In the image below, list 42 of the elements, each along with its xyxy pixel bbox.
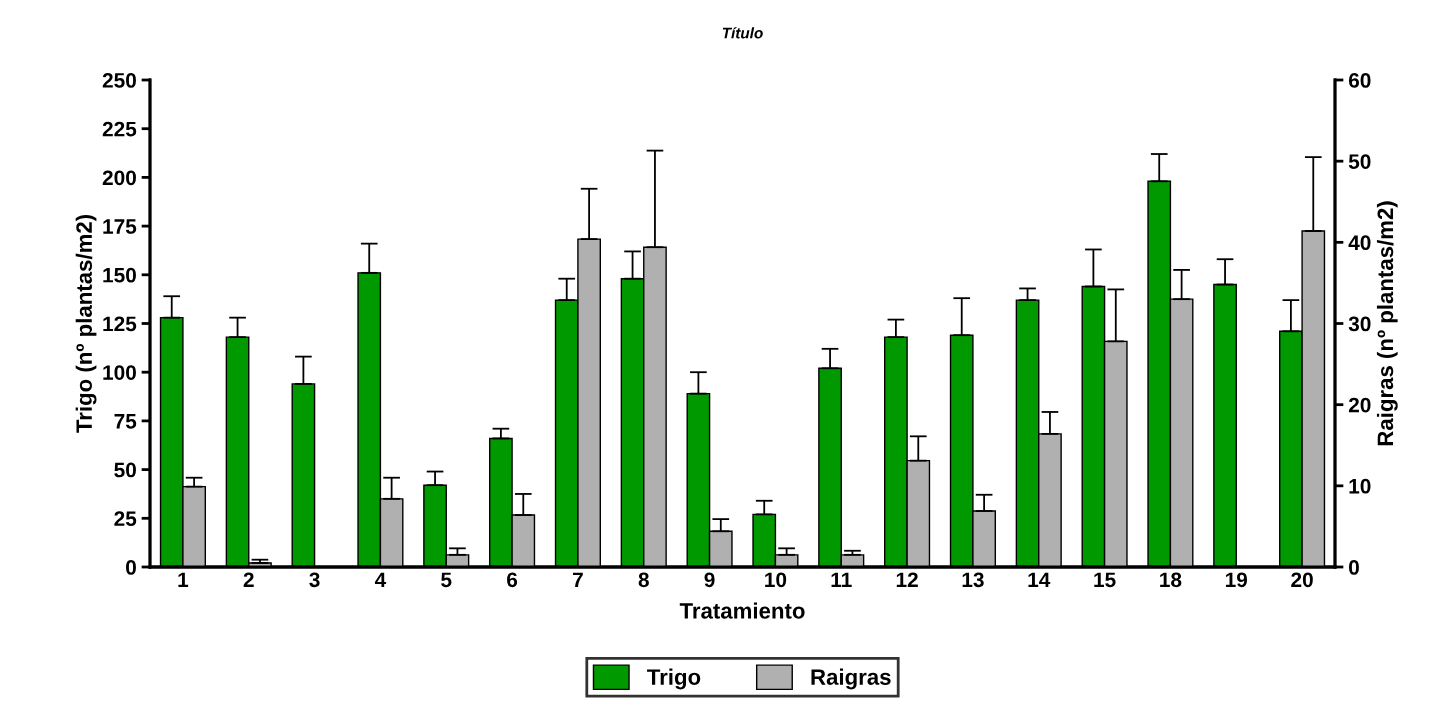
- y2-tick-label: 60: [1348, 73, 1371, 88]
- y2-tick-label: 40: [1348, 235, 1371, 251]
- x-tick-label: 10: [765, 572, 787, 588]
- x-tick-label: 3: [309, 572, 320, 588]
- legend-label: Trigo: [647, 668, 701, 690]
- x-tick-label: 5: [441, 572, 452, 588]
- y2-tick-label: 20: [1348, 397, 1371, 413]
- y-tick-label: 75: [114, 414, 137, 429]
- y-axis-title: Trigo (nº plantas/m2): [75, 214, 97, 433]
- y2-tick-label: 0: [1349, 560, 1359, 575]
- x-tick-label: 8: [638, 572, 649, 588]
- y-tick-label: 200: [102, 170, 136, 186]
- x-tick-label: 4: [374, 572, 387, 587]
- y-tick-label: 50: [114, 462, 136, 478]
- chart-title: Título: [722, 27, 763, 39]
- x-tick-label: 15: [1094, 572, 1116, 588]
- x-tick-label: 7: [573, 572, 583, 587]
- x-tick-label: 19: [1225, 572, 1248, 588]
- y-tick-label: 25: [114, 511, 137, 527]
- x-tick-label: 18: [1160, 572, 1182, 588]
- y-tick-label: 125: [103, 316, 137, 332]
- x-tick-label: 1: [178, 572, 189, 587]
- y-tick-label: 175: [103, 219, 137, 234]
- legend-label: Raigras: [811, 668, 891, 690]
- x-tick-label: 6: [507, 572, 518, 588]
- y-tick-label: 150: [103, 267, 136, 283]
- x-tick-label: 20: [1291, 572, 1313, 588]
- x-tick-label: 13: [962, 572, 984, 588]
- y-tick-label: 100: [103, 365, 136, 380]
- x-tick-label: 2: [243, 572, 254, 587]
- y2-tick-label: 30: [1348, 316, 1371, 332]
- x-axis-title: Tratamiento: [679, 602, 805, 619]
- x-tick-label: 14: [1028, 572, 1051, 587]
- y2-axis-title: Raigras (nº plantas/m2): [1376, 201, 1398, 446]
- y-tick-label: 250: [102, 73, 136, 88]
- y2-tick-label: 50: [1348, 154, 1371, 169]
- x-tick-label: 9: [704, 572, 715, 588]
- x-tick-label: 11: [831, 572, 852, 587]
- y2-tick-label: 10: [1349, 478, 1371, 494]
- x-tick-label: 12: [896, 572, 918, 587]
- y-tick-label: 0: [126, 560, 136, 575]
- y-tick-label: 225: [102, 121, 137, 137]
